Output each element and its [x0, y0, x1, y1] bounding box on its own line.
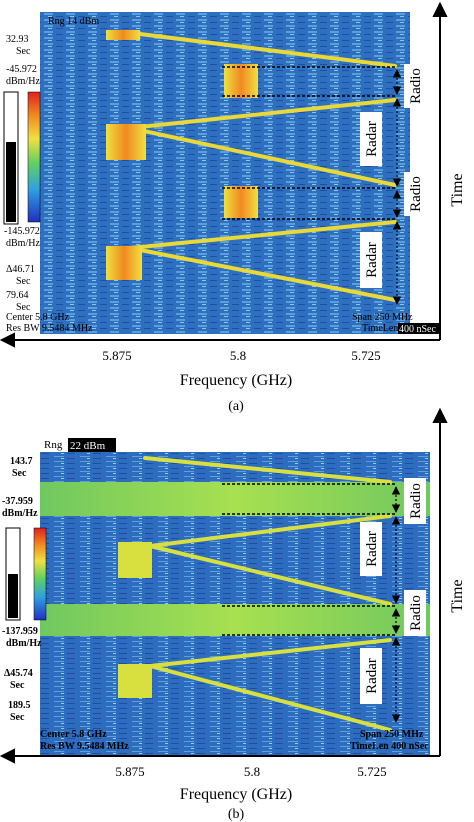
intensity-fill-a [6, 142, 16, 222]
xlabel-a: Frequency (GHz) [180, 372, 292, 389]
radio-burst-a-1 [224, 64, 258, 98]
time-end-b: 189.5 [8, 700, 31, 711]
radio-band-b-1 [40, 482, 430, 516]
caption-b: (b) [228, 807, 245, 822]
tick-b-2: 5.8 [244, 764, 260, 779]
left-labels-b: 143.7 Sec -37.959 dBm/Hz -137.959 dBm/Hz… [2, 456, 42, 723]
colorbar-b [33, 527, 47, 621]
tick-a-1: 5.875 [102, 348, 131, 363]
time-start-unit-a: Sec [16, 46, 31, 57]
tick-a-3: 5.725 [351, 348, 380, 363]
timelen-b: TimeLen 400 nSec [350, 741, 429, 752]
span-b: Span 250 MHz [360, 729, 424, 740]
bottom-info-b: Center 5.8 GHz Res BW 9.5484 MHz Span 25… [40, 729, 429, 752]
time-end-unit-b: Sec [10, 712, 25, 723]
annotations-b: Radio Radar Radio Radar [360, 478, 426, 704]
delta-time-unit-b: Sec [10, 680, 25, 691]
rng-value-b: 22 dBm [70, 440, 106, 452]
delta-time-unit-a: Sec [16, 276, 31, 287]
db-bottom-b: -137.959 [2, 626, 38, 637]
annotation-radar-b-2: Radar [364, 658, 380, 694]
radio-band-b-2 [40, 604, 430, 636]
radar-burst-b-1 [118, 542, 152, 578]
axes-a [0, 1, 448, 348]
radar-burst-a-1 [106, 30, 140, 40]
span-a: Span 250 MHz [352, 312, 413, 323]
delimiter-lines-b [222, 483, 395, 636]
annotation-radio-b-2: Radio [408, 595, 424, 631]
axes-b [0, 407, 448, 764]
tick-b-3: 5.725 [357, 764, 386, 779]
ylabel-a: Time [449, 173, 466, 206]
annotations-a: Radio Radar Radio Radar [360, 64, 426, 288]
radar-burst-a-2 [106, 124, 146, 160]
time-end-a: 79.64 [6, 290, 29, 301]
tick-b-1: 5.875 [115, 764, 144, 779]
db-top-a: -45.972 [6, 64, 37, 75]
radar-burst-a-3 [106, 246, 142, 280]
res-bw-a: Res BW 9.5484 MHz [6, 323, 93, 334]
center-b: Center 5.8 GHz [40, 729, 107, 740]
tick-a-2: 5.8 [230, 348, 246, 363]
bottom-info-a: Center 5.8 GHz Res BW 9.5484 MHz Span 25… [6, 312, 440, 335]
annotation-radio-a-2: Radio [408, 176, 424, 212]
annotation-radio-b-1: Radio [408, 483, 424, 519]
annotation-radar-a-1: Radar [364, 121, 380, 157]
delta-time-b: Δ45.74 [4, 668, 33, 679]
ticks-a: 5.875 5.8 5.725 [102, 348, 380, 363]
ticks-b: 5.875 5.8 5.725 [115, 764, 386, 779]
timelen-value-a: 400 nSec [399, 324, 437, 335]
annotation-radar-a-2: Radar [364, 242, 380, 278]
db-bottom-unit-b: dBm/Hz [6, 638, 42, 649]
xlabel-b: Frequency (GHz) [180, 786, 292, 803]
annotation-radar-b-1: Radar [364, 531, 380, 567]
caption-a: (a) [228, 399, 244, 414]
left-labels-a: 32.93 Sec -45.972 dBm/Hz -145.972 dBm/Hz… [4, 34, 40, 313]
panel-b: Radio Radar Radio Radar 143.7 Sec -37.95… [0, 407, 466, 822]
annotation-radio-a-1: Radio [408, 68, 424, 104]
intensity-fill-b [8, 574, 18, 618]
time-end-unit-a: Sec [16, 302, 31, 313]
panel-a: Radio Radar Radio Radar 32.93 Sec -45.97… [0, 1, 466, 414]
time-start-b: 143.7 [10, 456, 33, 467]
ylabel-b: Time [449, 579, 466, 612]
db-bottom-unit-a: dBm/Hz [6, 238, 40, 249]
radar-burst-b-2 [118, 664, 152, 698]
timelen-prefix-a: TimeLen [362, 323, 398, 334]
db-bottom-a: -145.972 [4, 226, 40, 237]
rng-prefix-b: Rng [44, 439, 63, 451]
delimiter-lines-a [222, 66, 395, 220]
db-top-unit-a: dBm/Hz [6, 76, 40, 87]
rng-label-a: Rng 14 dBm [48, 16, 99, 27]
center-a: Center 5.8 GHz [6, 312, 70, 323]
res-bw-b: Res BW 9.5484 MHz [40, 741, 129, 752]
time-start-unit-b: Sec [12, 468, 27, 479]
db-top-unit-b: dBm/Hz [2, 508, 38, 519]
colorbar-a [27, 91, 41, 223]
delta-time-a: Δ46.71 [6, 264, 35, 275]
time-start-a: 32.93 [6, 34, 29, 45]
db-top-b: -37.959 [2, 496, 33, 507]
radio-burst-a-2 [224, 186, 258, 218]
